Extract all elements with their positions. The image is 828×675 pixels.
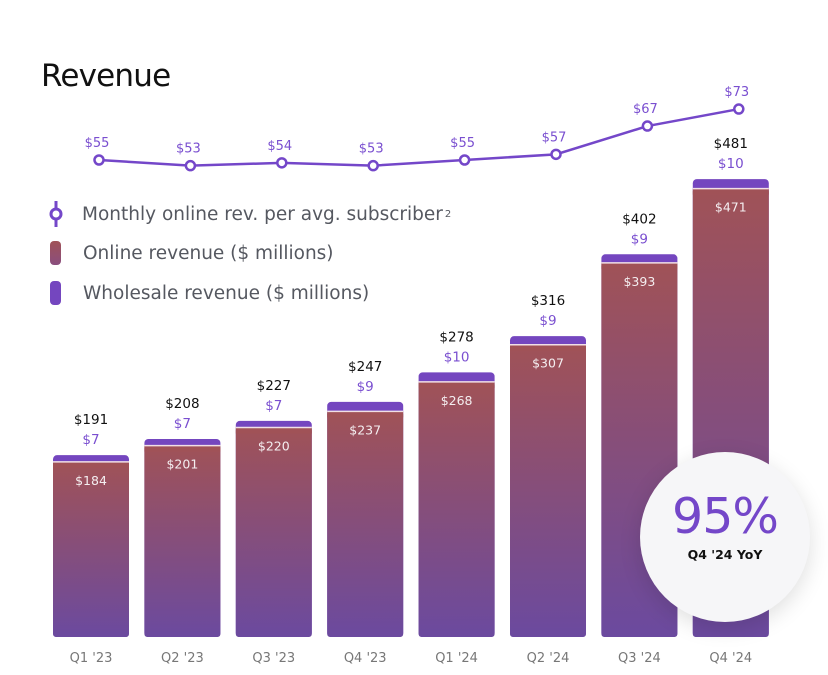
wholesale-value-label: $7	[174, 416, 191, 432]
wholesale-swatch-icon	[50, 281, 61, 305]
online-value-label: $220	[258, 439, 290, 454]
online-value-label: $184	[75, 473, 107, 488]
bar-group: $220 $7 $227 Q3 '23	[235, 378, 312, 666]
chart-title: Revenue	[41, 58, 171, 94]
line-point	[733, 103, 745, 115]
line-point	[550, 148, 562, 161]
online-swatch-icon	[50, 241, 61, 265]
legend-label-wholesale: Wholesale revenue ($ millions)	[83, 282, 370, 304]
online-bar-top	[418, 381, 495, 388]
line-point	[276, 157, 288, 169]
total-value-label: $191	[74, 412, 108, 428]
wholesale-value-label: $7	[82, 432, 99, 448]
bar-group: $307 $9 $316 Q2 '24	[510, 293, 586, 666]
yoy-caption: Q4 '24 YoY	[687, 547, 763, 562]
online-value-label: $471	[715, 200, 747, 215]
line-marker-icon	[49, 201, 63, 227]
online-value-label: $307	[532, 356, 564, 371]
legend-item-online: Online revenue ($ millions)	[50, 241, 334, 265]
online-value-label: $237	[349, 422, 381, 437]
legend-superscript: 2	[444, 208, 452, 220]
line-value-label: $55	[450, 136, 475, 151]
x-tick-label: Q4 '24	[709, 651, 752, 666]
line-value-label: $73	[724, 85, 749, 100]
legend-label-line: Monthly online rev. per avg. subscriber	[82, 203, 443, 225]
total-value-label: $227	[257, 378, 291, 394]
wholesale-value-label: $9	[357, 379, 374, 395]
bar-group: $268 $10 $278 Q1 '24	[418, 329, 495, 666]
line-point	[93, 154, 105, 166]
total-value-label: $208	[165, 396, 199, 412]
line-value-label: $57	[542, 130, 567, 145]
total-value-label: $316	[531, 293, 565, 309]
online-value-label: $201	[166, 457, 198, 472]
yoy-badge: 95% Q4 '24 YoY	[640, 452, 810, 622]
total-value-label: $402	[622, 211, 656, 227]
wholesale-value-label: $10	[444, 349, 470, 365]
online-bar	[235, 427, 312, 637]
online-bar-top	[601, 262, 678, 269]
subscriber-revenue-line	[98, 107, 740, 167]
legend-item-wholesale: Wholesale revenue ($ millions)	[50, 281, 369, 305]
online-bar-top	[327, 411, 404, 418]
x-tick-label: Q2 '24	[527, 651, 570, 666]
online-bar-top	[235, 427, 312, 434]
online-bar-top	[144, 445, 221, 452]
bar-group: $184 $7 $191 Q1 '23	[53, 412, 129, 666]
online-bar-top	[692, 188, 769, 195]
wholesale-value-label: $9	[631, 231, 648, 247]
bar-group: $237 $9 $247 Q4 '23	[327, 359, 404, 666]
line-value-label: $67	[633, 102, 658, 117]
line-value-label: $53	[359, 142, 384, 157]
x-tick-label: Q3 '24	[618, 651, 661, 666]
online-value-label: $393	[623, 274, 655, 289]
line-value-label: $54	[267, 139, 292, 154]
online-bar	[327, 411, 404, 637]
online-bar-top	[53, 461, 129, 468]
x-tick-label: Q3 '23	[252, 651, 295, 666]
online-bar	[53, 461, 129, 637]
legend-item-line: Monthly online rev. per avg. subscriber 2	[49, 201, 452, 227]
x-tick-label: Q4 '23	[344, 651, 387, 666]
yoy-value: 95%	[672, 488, 779, 545]
line-point	[184, 159, 197, 172]
line-point	[458, 154, 471, 166]
wholesale-value-label: $9	[539, 313, 556, 329]
online-bar	[418, 381, 495, 637]
line-point	[367, 159, 379, 172]
total-value-label: $481	[714, 136, 748, 152]
bar-group: $201 $7 $208 Q2 '23	[144, 396, 221, 666]
wholesale-value-label: $10	[718, 156, 744, 172]
total-value-label: $278	[439, 329, 473, 345]
legend-label-online: Online revenue ($ millions)	[83, 242, 334, 264]
total-value-label: $247	[348, 359, 382, 375]
online-bar	[510, 344, 586, 637]
wholesale-value-label: $7	[265, 398, 282, 414]
online-bar	[144, 445, 221, 637]
x-tick-label: Q1 '23	[70, 651, 113, 666]
online-value-label: $268	[441, 393, 473, 408]
line-value-label: $53	[176, 142, 201, 157]
x-tick-label: Q2 '23	[161, 651, 204, 666]
line-point	[641, 120, 654, 132]
line-value-label: $55	[85, 136, 110, 151]
online-bar-top	[510, 344, 586, 351]
x-tick-label: Q1 '24	[435, 651, 478, 666]
